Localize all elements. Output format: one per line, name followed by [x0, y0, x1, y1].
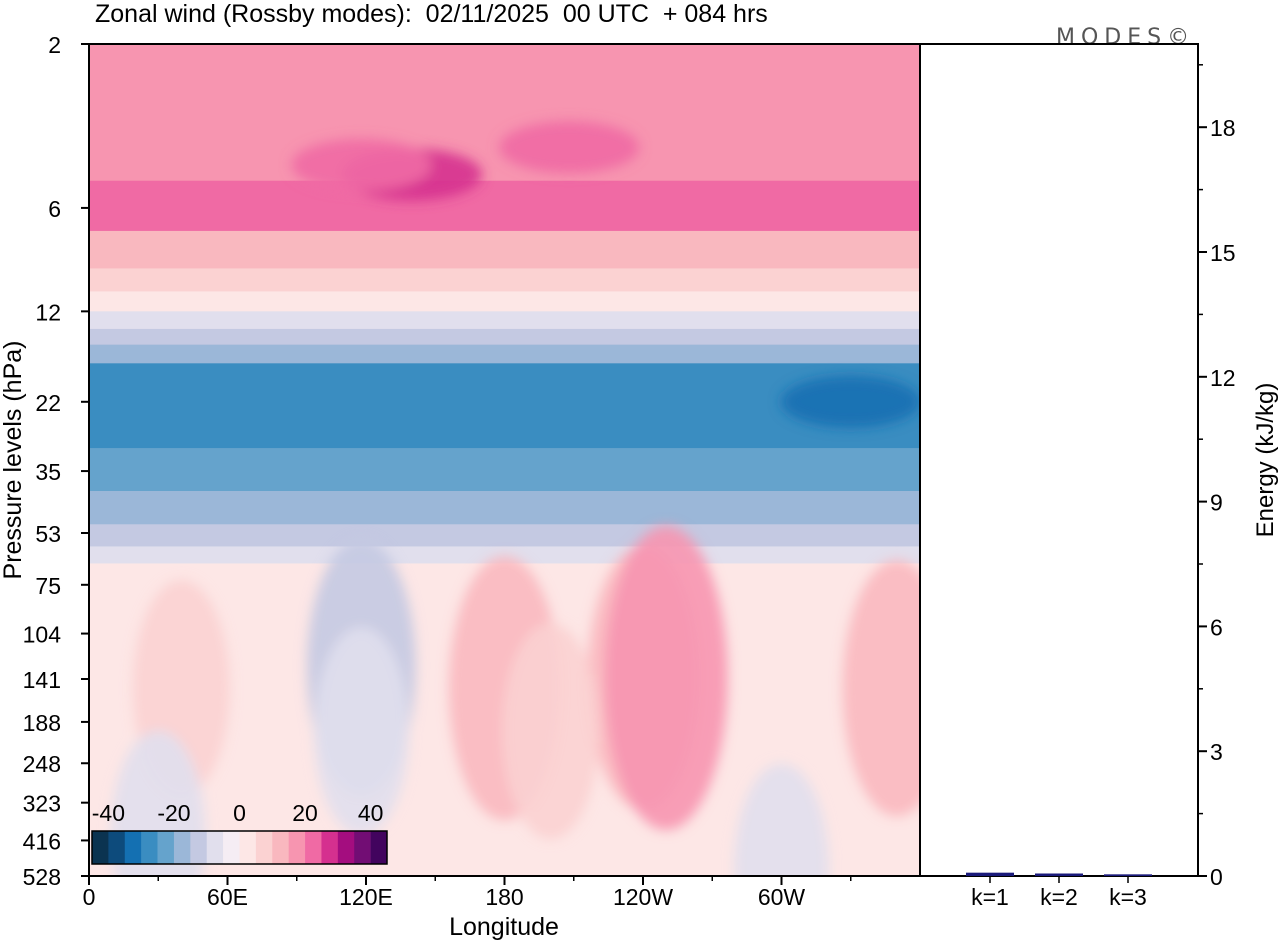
field-band [89, 524, 920, 547]
field-band [89, 311, 920, 330]
field-band [89, 344, 920, 364]
field-anomaly [291, 139, 432, 192]
y-tick-label: 22 [35, 390, 61, 416]
energy-tick-label: 3 [1210, 739, 1223, 765]
field-band [89, 546, 920, 564]
energy-bar [1035, 873, 1083, 876]
field-anomaly [502, 623, 600, 840]
field-band [89, 328, 920, 346]
colorbar-tick-label: 0 [233, 800, 246, 826]
colorbar-swatch [223, 831, 240, 864]
field-band [89, 180, 920, 232]
energy-axis: 0 3 6 9 12 15 18 [1198, 64, 1236, 890]
y-tick-label: 248 [23, 751, 61, 777]
wavenumber-labels: k=1 k=2 k=3 [971, 876, 1147, 910]
field-band [89, 44, 920, 182]
wavenumber-label: k=3 [1109, 884, 1147, 910]
colorbar-swatch [288, 831, 306, 864]
wavenumber-label: k=1 [971, 884, 1009, 910]
field-anomaly [734, 763, 829, 876]
y-tick-label: 141 [23, 667, 61, 693]
field-band [89, 230, 920, 269]
field-anomaly [314, 627, 409, 836]
colorbar-tick-label: -40 [92, 800, 125, 826]
colorbar-tick-label: 20 [292, 800, 318, 826]
field-anomaly [604, 525, 728, 830]
y-tick-label: 6 [48, 196, 61, 222]
field-band [89, 291, 920, 312]
x-tick-label: 0 [83, 884, 96, 910]
colorbar-tick-label: 40 [358, 800, 384, 826]
longitude-axis: 0 60E 120E 180 120W 60W [83, 876, 852, 910]
colorbar-swatch [190, 831, 208, 864]
energy-axis-title: Energy (kJ/kg) [1252, 383, 1279, 538]
modes-logo: MODES© [1056, 25, 1195, 50]
y-tick-label: 12 [35, 299, 61, 325]
x-tick-label: 180 [485, 884, 523, 910]
x-tick-label: 120E [339, 884, 393, 910]
colorbar-swatch [124, 831, 142, 864]
field-band [89, 491, 920, 525]
y-axis-title: Pressure levels (hPa) [0, 341, 27, 580]
y-tick-label: 528 [23, 864, 61, 890]
x-tick-label: 120W [613, 884, 673, 910]
colorbar-swatch [141, 831, 158, 864]
energy-tick-label: 6 [1210, 614, 1223, 640]
x-axis-title: Longitude [449, 913, 559, 941]
field-anomaly [499, 121, 640, 174]
colorbar-swatch [92, 831, 109, 864]
y-tick-label: 53 [35, 521, 61, 547]
field-anomaly [780, 375, 920, 428]
colorbar-swatch [337, 831, 355, 864]
colorbar-tick-label: -20 [157, 800, 190, 826]
energy-bar [966, 872, 1014, 876]
colorbar-swatch [370, 831, 388, 864]
energy-tick-label: 15 [1210, 240, 1236, 266]
colorbar-swatch [272, 831, 289, 864]
colorbar-swatch [206, 831, 224, 864]
field-anomaly [842, 560, 920, 817]
y-tick-label: 35 [35, 459, 61, 485]
energy-tick-label: 0 [1210, 864, 1223, 890]
zonal-wind-anomalies [111, 121, 920, 876]
colorbar-frame [91, 830, 388, 865]
energy-tick-label: 9 [1210, 490, 1223, 516]
y-tick-label: 416 [23, 828, 61, 854]
energy-tick-label: 12 [1210, 365, 1236, 391]
y-tick-label: 75 [35, 573, 61, 599]
pressure-axis: 2 6 12 22 35 53 75 104 141 188 248 323 416 528 [23, 32, 89, 890]
y-tick-label: 104 [23, 622, 62, 648]
x-tick-label: 60E [207, 884, 248, 910]
energy-panel-frame [919, 43, 1199, 877]
field-band [89, 448, 920, 492]
y-tick-label: 188 [23, 710, 61, 736]
colorbar: -40 -20 0 20 40 [91, 800, 388, 865]
colorbar-swatch [173, 831, 191, 864]
energy-bar [1104, 874, 1152, 876]
colorbar-swatch [354, 831, 371, 864]
colorbar-swatch [239, 831, 257, 864]
colorbar-swatch [108, 831, 126, 864]
energy-tick-label: 18 [1210, 115, 1236, 141]
wavenumber-label: k=2 [1040, 884, 1078, 910]
x-tick-label: 60W [758, 884, 806, 910]
energy-bars [966, 872, 1152, 876]
colorbar-swatch [305, 831, 322, 864]
colorbar-swatch [157, 831, 175, 864]
y-tick-label: 2 [48, 32, 61, 58]
field-band [89, 363, 920, 449]
field-band [89, 268, 920, 292]
y-tick-label: 323 [23, 791, 61, 817]
chart-title: Zonal wind (Rossby modes): 02/11/2025 00… [95, 0, 768, 28]
colorbar-swatch [255, 831, 273, 864]
colorbar-swatch [321, 831, 339, 864]
